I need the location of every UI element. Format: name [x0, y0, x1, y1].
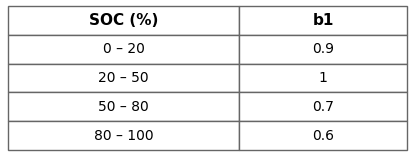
Text: 0.7: 0.7 — [312, 100, 334, 114]
FancyBboxPatch shape — [8, 64, 239, 92]
Text: 50 – 80: 50 – 80 — [98, 100, 149, 114]
FancyBboxPatch shape — [239, 64, 407, 92]
Text: 0.9: 0.9 — [312, 42, 334, 56]
FancyBboxPatch shape — [239, 121, 407, 150]
Text: 80 – 100: 80 – 100 — [94, 129, 154, 143]
Text: 0 – 20: 0 – 20 — [103, 42, 145, 56]
FancyBboxPatch shape — [239, 6, 407, 35]
Text: 1: 1 — [319, 71, 328, 85]
FancyBboxPatch shape — [8, 121, 239, 150]
Text: 20 – 50: 20 – 50 — [98, 71, 149, 85]
FancyBboxPatch shape — [8, 35, 239, 64]
FancyBboxPatch shape — [239, 35, 407, 64]
Text: SOC (%): SOC (%) — [89, 13, 159, 28]
Text: 0.6: 0.6 — [312, 129, 334, 143]
FancyBboxPatch shape — [8, 6, 239, 35]
Text: b1: b1 — [312, 13, 334, 28]
FancyBboxPatch shape — [239, 92, 407, 121]
FancyBboxPatch shape — [8, 92, 239, 121]
